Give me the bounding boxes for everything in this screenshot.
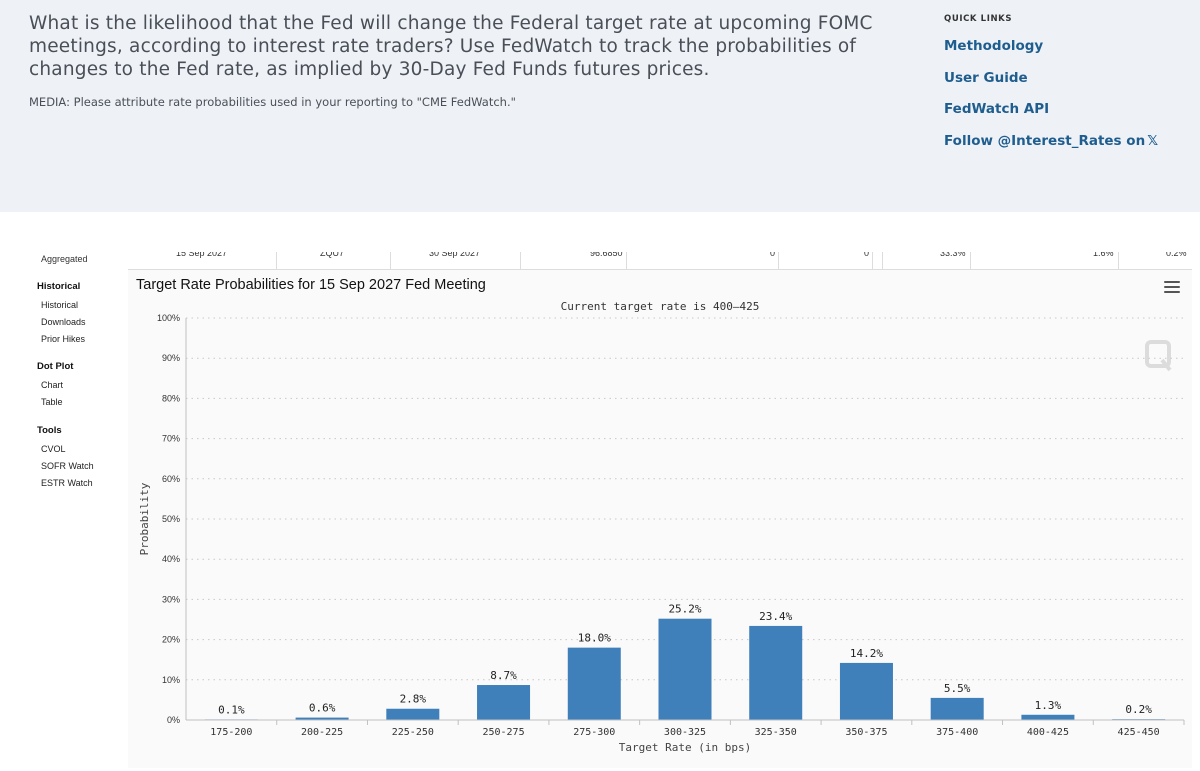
follow-x-label: Follow @Interest_Rates on: [944, 132, 1146, 149]
bar: [477, 685, 531, 720]
data-label: 0.6%: [309, 702, 336, 715]
x-tick-label: 275-300: [573, 727, 615, 738]
y-tick-label: 20%: [162, 635, 180, 645]
bar: [839, 662, 893, 720]
data-label: 5.5%: [944, 682, 971, 695]
follow-x-link[interactable]: Follow @Interest_Rates on 𝕏: [944, 131, 1158, 163]
y-tick-label: 40%: [162, 554, 180, 564]
nav-heading-dot-plot: Dot Plot: [37, 361, 74, 373]
x-tick-label: 375-400: [936, 727, 978, 738]
grid-lines: [186, 317, 1184, 681]
quick-links: QUICK LINKS Methodology User Guide FedWa…: [944, 14, 1158, 162]
x-tick-label: 200-225: [301, 727, 343, 738]
cut-cell: 0: [770, 252, 776, 258]
watermark-q-icon: [1145, 340, 1172, 372]
y-tick-label: 100%: [157, 313, 180, 323]
user-guide-link[interactable]: User Guide: [944, 69, 1028, 86]
bar: [386, 708, 440, 720]
data-label: 8.7%: [490, 669, 517, 682]
fedwatch-api-link[interactable]: FedWatch API: [944, 101, 1050, 117]
x-logo-icon: 𝕏: [1147, 132, 1159, 149]
x-tick-label: 225-250: [392, 727, 434, 738]
data-label: 23.4%: [759, 610, 792, 623]
y-tick-label: 90%: [162, 353, 180, 363]
cut-cell: 15 Sep 2027: [176, 252, 228, 258]
data-label: 18.0%: [578, 632, 611, 645]
cut-cell: 0: [864, 252, 870, 258]
cut-cell: 1.6%: [1093, 252, 1114, 258]
bar: [749, 625, 803, 720]
bar: [930, 697, 984, 720]
y-tick-label: 80%: [162, 393, 180, 403]
nav-group-tools: Tools CVOL SOFR Watch ESTR Watch: [37, 424, 127, 493]
nav-heading-tools: Tools: [37, 424, 62, 436]
cut-cell: 30 Sep 2027: [429, 252, 481, 258]
nav-item-downloads[interactable]: Downloads: [41, 316, 86, 327]
x-axis: 175-200 200-225 225-250 250-275 275-300 300-3…: [186, 719, 1185, 738]
y-tick-label: 60%: [162, 474, 180, 484]
nav-item-historical[interactable]: Historical: [41, 300, 79, 310]
y-tick-label: 0%: [167, 715, 180, 725]
chart-subtitle: Current target rate is 400–425: [561, 300, 760, 313]
top-banner: What is the likelihood that the Fed will…: [0, 0, 1200, 212]
nav-item-sofr-watch[interactable]: SOFR Watch: [41, 460, 94, 471]
nav-heading-historical: Historical: [37, 281, 81, 292]
y-tick-label: 30%: [162, 594, 180, 604]
nav-group-dot-plot: Dot Plot Chart Table: [37, 360, 127, 413]
data-label: 0.1%: [218, 703, 245, 716]
quick-links-title: QUICK LINKS: [944, 14, 1013, 24]
data-label: 1.3%: [1035, 699, 1062, 712]
y-tick-label: 50%: [162, 514, 180, 524]
nav-item-table[interactable]: Table: [41, 397, 63, 408]
y-axis-label: Probability: [138, 482, 151, 555]
cut-cell: 96.6850: [590, 252, 623, 258]
nav-item-estr-watch[interactable]: ESTR Watch: [41, 477, 93, 488]
data-label: 2.8%: [400, 693, 427, 706]
x-tick-label: 300-325: [664, 727, 706, 738]
cut-cell: 0.2%: [1166, 252, 1187, 258]
media-attribution-note: MEDIA: Please attribute rate probabiliti…: [29, 95, 516, 109]
chart-title: Target Rate Probabilities for 15 Sep 202…: [136, 277, 486, 293]
x-tick-label: 250-275: [482, 727, 524, 738]
side-nav: Historical Historical Downloads Prior Hi…: [37, 280, 127, 504]
bar: [658, 618, 712, 720]
chart-menu-icon[interactable]: [1164, 281, 1180, 295]
bars: [204, 618, 1166, 720]
nav-item-prior-hikes[interactable]: Prior Hikes: [41, 333, 86, 344]
data-label: 14.2%: [850, 647, 883, 660]
y-tick-label: 70%: [162, 434, 180, 444]
nav-group-historical: Historical Historical Downloads Prior Hi…: [37, 280, 127, 349]
data-labels: 0.1% 0.6% 2.8% 8.7% 18.0% 25.2% 23.4% 14.2% 5.5%…: [218, 603, 1152, 717]
x-tick-label: 175-200: [210, 727, 252, 738]
data-label: 25.2%: [668, 603, 701, 616]
bar: [1021, 714, 1075, 720]
bar: [295, 717, 349, 720]
x-tick-label: 350-375: [845, 727, 887, 738]
x-axis-label: Target Rate (in bps): [619, 741, 751, 754]
y-tick-label: 10%: [162, 675, 180, 685]
data-label: 0.2%: [1125, 703, 1152, 716]
cut-off-table-row: 15 Sep 2027 ZQU7 30 Sep 2027 96.6850 0 0…: [128, 252, 1192, 270]
x-tick-label: 425-450: [1118, 727, 1160, 738]
y-axis: 0% 10% 20% 30% 40% 50% 60% 70% 80% 90% 100%: [157, 313, 187, 725]
methodology-link[interactable]: Methodology: [944, 38, 1044, 54]
nav-item-chart[interactable]: Chart: [41, 380, 64, 391]
cut-cell: 33.3%: [940, 252, 966, 258]
cut-row-left-label: Aggregated: [41, 254, 88, 264]
cut-cell: ZQU7: [320, 252, 345, 258]
x-tick-label: 400-425: [1027, 727, 1069, 738]
x-tick-label: 325-350: [755, 727, 797, 738]
nav-item-cvol[interactable]: CVOL: [41, 443, 66, 454]
bar: [567, 647, 621, 720]
intro-text: What is the likelihood that the Fed will…: [29, 13, 873, 80]
